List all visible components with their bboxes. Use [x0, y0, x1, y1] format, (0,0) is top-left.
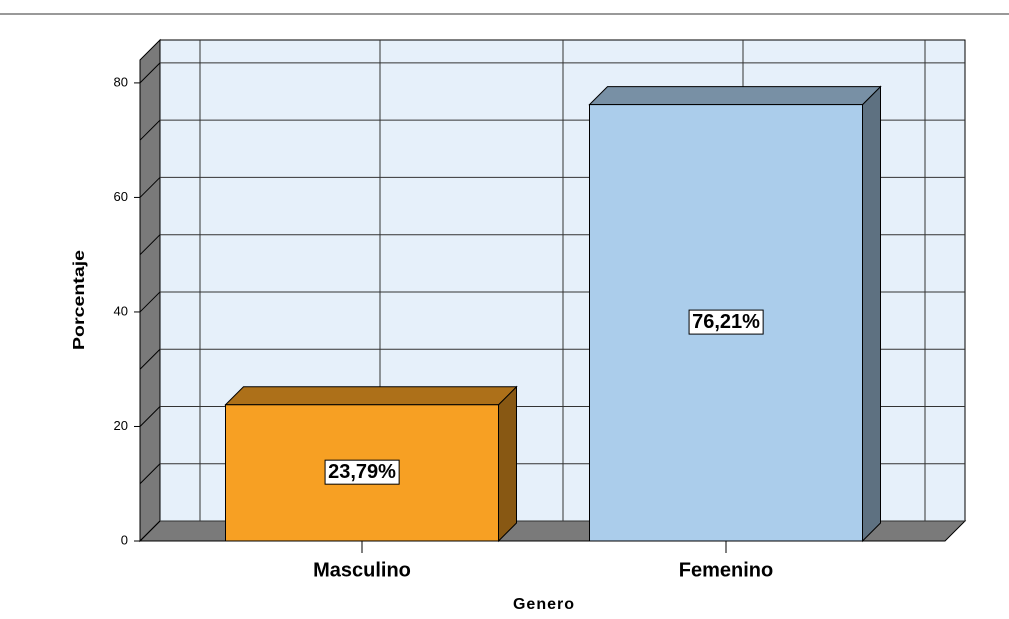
minor-grid-wall [139, 234, 161, 256]
minor-grid-wall [139, 119, 161, 141]
grid-line-wall [139, 291, 161, 313]
value-label: 23,79% [328, 461, 396, 483]
y-tick-label: 20 [114, 418, 128, 433]
grid-line-wall [139, 62, 161, 84]
x-tick-label: Masculino [313, 559, 411, 581]
grid-line-wall [139, 177, 161, 198]
grid-line-wall [139, 406, 161, 427]
left-wall [139, 38, 161, 543]
minor-grid-wall [139, 348, 161, 370]
bar-side [498, 385, 517, 543]
value-label-box [324, 459, 400, 485]
bar-side [862, 85, 881, 543]
value-label-box [688, 309, 764, 335]
x-tick-label: Femenino [679, 559, 773, 581]
y-tick-label: 80 [114, 74, 128, 89]
bar-top [224, 386, 518, 406]
x-axis-label: Genero [513, 596, 575, 613]
value-label: 76,21% [692, 311, 760, 333]
grid-line-wall [139, 520, 161, 542]
y-axis-label: Porcentaje [71, 250, 88, 350]
minor-grid-wall [139, 463, 161, 485]
y-tick-label: 40 [114, 303, 128, 318]
y-tick-label: 0 [121, 532, 128, 547]
bar-top [588, 86, 882, 106]
y-tick-label: 60 [114, 189, 128, 204]
